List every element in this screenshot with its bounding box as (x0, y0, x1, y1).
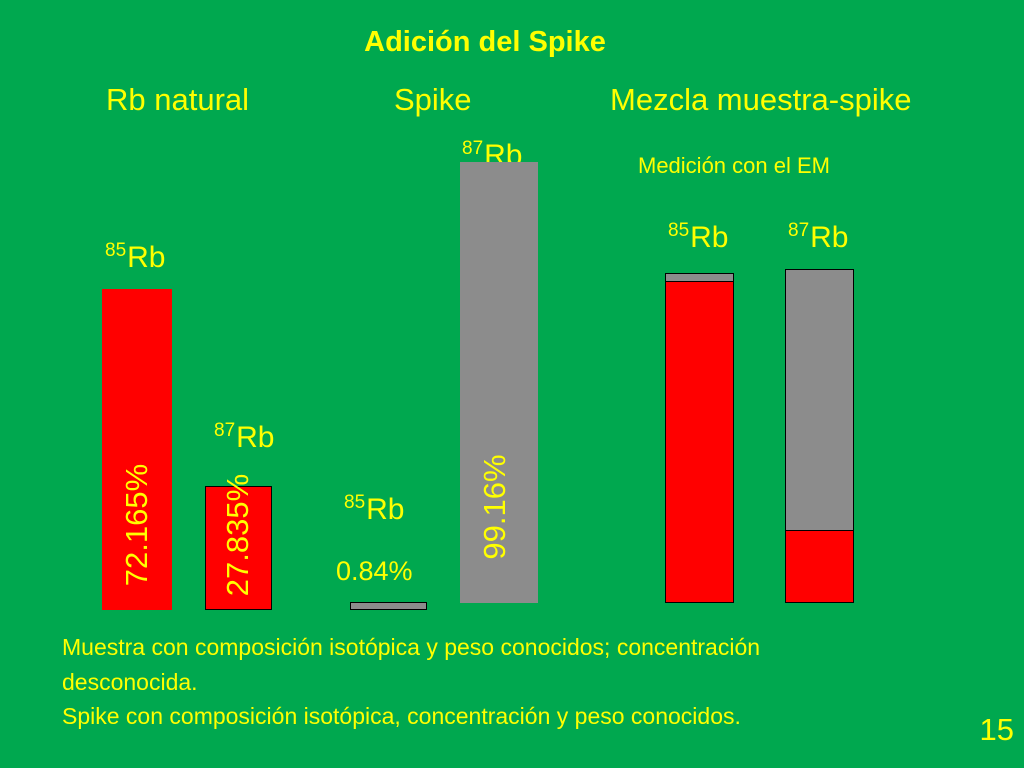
footer-line-1: Muestra con composición isotópica y peso… (62, 634, 761, 660)
footer-notes: Muestra con composición isotópica y peso… (62, 630, 962, 734)
label-mix-87rb: 87Rb (788, 220, 849, 254)
footer-line-2: desconocida. (62, 668, 198, 695)
page-number: 15 (979, 712, 1014, 747)
bar-mix-87rb-natural-segment (785, 529, 854, 603)
bar-spike-85rb (350, 602, 427, 610)
bar-natural-85rb (102, 288, 172, 610)
value-label-natural-85rb: 72.165% (119, 463, 154, 587)
label-natural-87rb: 87Rb (214, 420, 275, 454)
bar-mix-87rb-spike-segment (785, 269, 854, 531)
section-rb-natural: Rb natural (106, 82, 250, 117)
value-label-spike-87rb: 99.16% (477, 454, 512, 560)
value-label-spike-85rb: 0.84% (336, 556, 413, 586)
label-mix-85rb: 85Rb (668, 220, 729, 254)
bar-natural-87rb (205, 486, 272, 610)
value-label-natural-87rb: 27.835% (220, 473, 255, 597)
label-spike-85rb: 85Rb (344, 492, 405, 526)
bar-spike-87rb (460, 161, 538, 603)
slide-title: Adición del Spike (364, 26, 606, 58)
bar-mix-85rb-spike-segment (665, 272, 734, 282)
footer-line-3: Spike con composición isotópica, concent… (62, 703, 741, 729)
section-spike: Spike (394, 82, 472, 117)
bar-mix-85rb-natural-segment (665, 280, 734, 603)
section-mix: Mezcla muestra-spike (610, 82, 912, 117)
label-natural-85rb: 85Rb (105, 240, 166, 274)
mix-measurement-note: Medición con el EM (638, 153, 830, 178)
